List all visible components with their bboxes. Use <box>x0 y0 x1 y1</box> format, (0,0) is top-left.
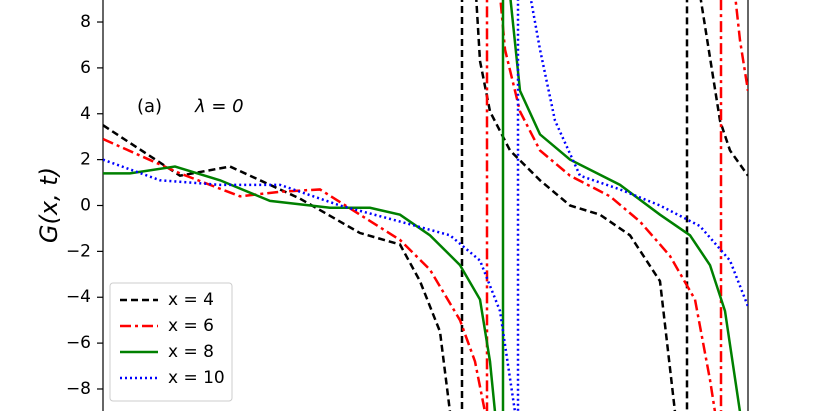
y-tick-label: 6 <box>80 58 91 78</box>
series-line <box>103 0 748 411</box>
panel-label: (a) <box>137 96 162 117</box>
y-axis-label: G(x, t) <box>35 167 63 243</box>
y-tick-label: 4 <box>80 104 91 124</box>
y-tick-label: −8 <box>66 379 91 399</box>
legend-label: x = 8 <box>168 342 214 362</box>
y-tick-label: 8 <box>80 12 91 32</box>
legend-box <box>109 282 233 402</box>
legend-label: x = 10 <box>168 368 225 388</box>
series-line <box>103 0 748 411</box>
y-tick-label: −4 <box>66 287 91 307</box>
y-tick-label: 2 <box>80 150 91 170</box>
series-line <box>103 0 742 411</box>
series-line <box>103 0 748 411</box>
plot-lines <box>103 0 748 411</box>
y-tick-label: −6 <box>66 333 91 353</box>
y-tick-label: −2 <box>66 241 91 261</box>
legend-label: x = 6 <box>168 316 214 336</box>
legend-label: x = 4 <box>168 290 214 310</box>
y-tick-label: 0 <box>80 196 91 216</box>
annotation: λ = 0 <box>194 96 244 117</box>
